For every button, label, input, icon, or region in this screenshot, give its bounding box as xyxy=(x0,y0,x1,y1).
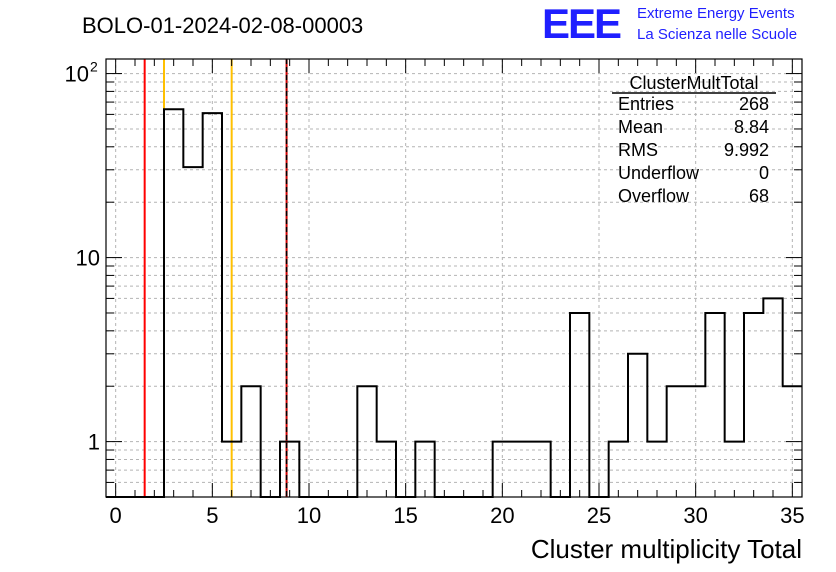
histogram-bin xyxy=(164,109,183,497)
x-tick-label: 10 xyxy=(297,503,321,528)
y-tick-label-exponent: 2 xyxy=(90,59,98,75)
plot-frame xyxy=(105,58,803,498)
histogram-bin xyxy=(203,113,222,497)
stats-label-mean: Mean xyxy=(618,117,663,137)
x-tick-label: 30 xyxy=(683,503,707,528)
logo-line-1: Extreme Energy Events xyxy=(637,5,795,22)
logo-mark: EEE xyxy=(542,0,621,47)
y-tick-label: 1 xyxy=(88,430,100,455)
histogram-bin xyxy=(705,313,724,497)
histogram-bin xyxy=(531,442,550,497)
histogram-bin xyxy=(512,442,531,497)
stats-value-overflow: 68 xyxy=(749,186,769,206)
histogram-bin xyxy=(570,313,589,497)
stats-value-mean: 8.84 xyxy=(734,117,769,137)
histogram-bin xyxy=(377,442,396,497)
x-tick-label: 5 xyxy=(206,503,218,528)
stats-label-underflow: Underflow xyxy=(618,163,700,183)
histogram-bin xyxy=(628,354,647,497)
eee-logo: EEE Extreme Energy Events La Scienza nel… xyxy=(542,0,797,47)
y-tick-label: 10 xyxy=(65,62,89,87)
x-axis-title: Cluster multiplicity Total xyxy=(531,534,802,564)
stats-value-entries: 268 xyxy=(739,94,769,114)
histogram-bin xyxy=(183,167,202,497)
histogram-bin xyxy=(667,386,686,497)
histogram-bin xyxy=(222,442,241,497)
axes xyxy=(105,58,803,498)
histogram-bin xyxy=(647,442,666,497)
x-tick-label: 0 xyxy=(110,503,122,528)
histogram-bin xyxy=(763,298,782,497)
x-tick-label: 20 xyxy=(490,503,514,528)
stats-value-underflow: 0 xyxy=(759,163,769,183)
histogram-bin xyxy=(744,313,763,497)
histogram-bin xyxy=(609,442,628,497)
x-tick-label: 15 xyxy=(393,503,417,528)
y-tick-label: 10 xyxy=(76,246,100,271)
stats-box: ClusterMultTotal Entries 268 Mean 8.84 R… xyxy=(612,73,776,206)
histogram-bin xyxy=(725,442,744,497)
stats-value-rms: 9.992 xyxy=(724,140,769,160)
histogram-bin xyxy=(415,442,434,497)
logo-line-2: La Scienza nelle Scuole xyxy=(637,26,797,43)
stats-title: ClusterMultTotal xyxy=(629,73,758,93)
histogram-bin xyxy=(280,442,299,497)
histogram-bin xyxy=(686,386,705,497)
run-title: BOLO-01-2024-02-08-00003 xyxy=(82,13,363,38)
x-tick-label: 35 xyxy=(780,503,804,528)
histogram-bin xyxy=(357,386,376,497)
x-tick-label: 25 xyxy=(587,503,611,528)
stats-label-entries: Entries xyxy=(618,94,674,114)
histogram-bin xyxy=(241,386,260,497)
stats-label-rms: RMS xyxy=(618,140,658,160)
stats-label-overflow: Overflow xyxy=(618,186,690,206)
